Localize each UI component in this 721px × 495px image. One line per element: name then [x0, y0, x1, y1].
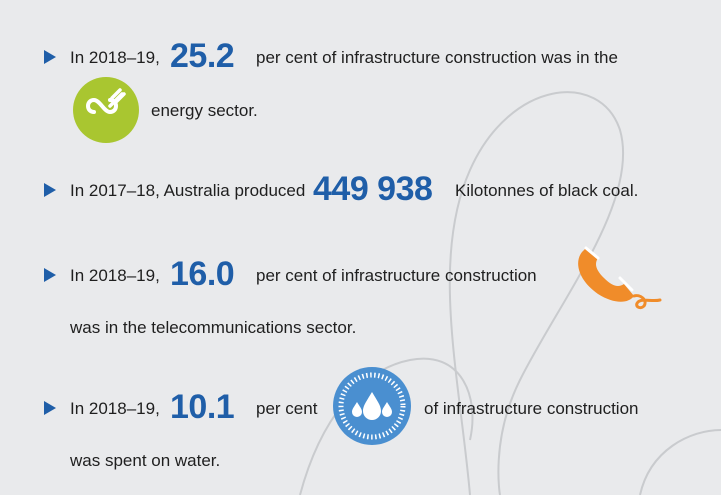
fact-prefix: In 2018–19,	[70, 266, 160, 285]
fact-prefix: In 2018–19,	[70, 48, 160, 67]
fact-suffix: per cent of infrastructure construction	[256, 266, 537, 285]
fact-prefix: In 2018–19,	[70, 399, 160, 418]
fact-line2: energy sector.	[151, 101, 258, 120]
fact-suffix: per cent	[256, 399, 318, 418]
bullet-arrow-icon	[44, 183, 56, 197]
energy-plug-icon	[73, 77, 139, 143]
fact-suffix2: of infrastructure construction	[424, 399, 639, 418]
fact-line2: was spent on water.	[70, 451, 221, 470]
fact-prefix: In 2017–18, Australia produced	[70, 181, 306, 200]
fact-value: 449 938	[313, 170, 433, 208]
bullet-arrow-icon	[44, 50, 56, 64]
fact-value: 10.1	[170, 388, 235, 426]
water-drops-icon	[333, 367, 411, 445]
fact-line2: was in the telecommunications sector.	[70, 318, 357, 337]
fact-value: 16.0	[170, 255, 235, 293]
bullet-arrow-icon	[44, 401, 56, 415]
bullet-arrow-icon	[44, 268, 56, 282]
fact-suffix: Kilotonnes of black coal.	[455, 181, 639, 200]
fact-suffix: per cent of infrastructure construction …	[256, 48, 618, 67]
fact-value: 25.2	[170, 37, 235, 75]
telephone-handset-icon	[578, 246, 662, 310]
